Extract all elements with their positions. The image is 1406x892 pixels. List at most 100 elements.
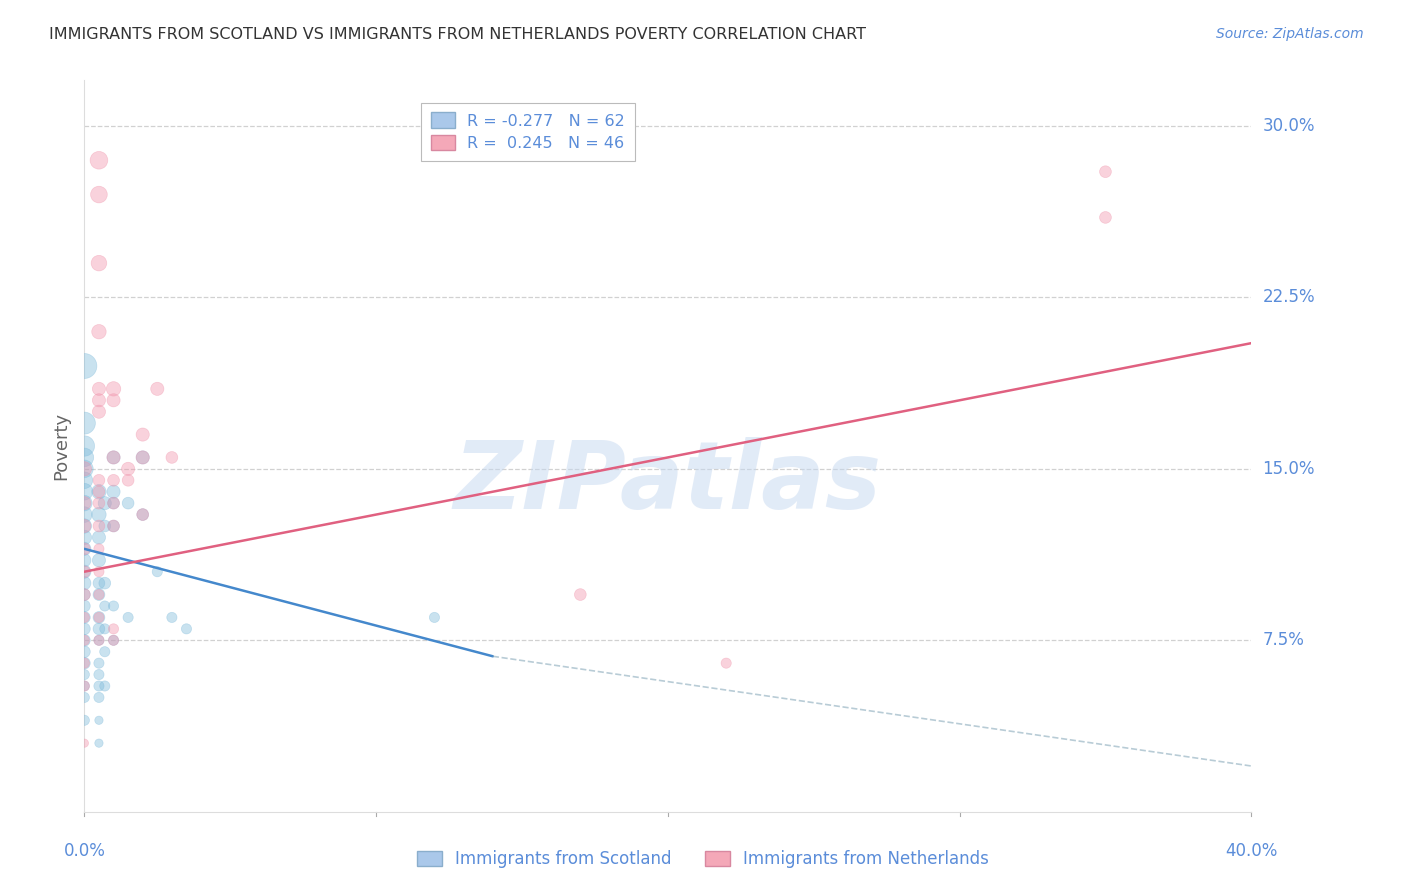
Point (73, 462, 96, 476)
Point (94, 496, 117, 510)
Point (117, 610, 139, 624)
Point (103, 496, 125, 510)
Point (132, 450, 155, 465)
Point (103, 519, 125, 533)
Text: IMMIGRANTS FROM SCOTLAND VS IMMIGRANTS FROM NETHERLANDS POVERTY CORRELATION CHAR: IMMIGRANTS FROM SCOTLAND VS IMMIGRANTS F… (49, 27, 866, 42)
Point (87, 405, 110, 419)
Point (73, 599, 96, 613)
Point (73, 645, 96, 659)
Point (87, 610, 110, 624)
Text: 40.0%: 40.0% (1225, 842, 1278, 860)
Point (160, 450, 183, 465)
Point (73, 667, 96, 681)
Point (73, 610, 96, 624)
Point (87, 588, 110, 602)
Point (73, 496, 96, 510)
Point (73, 656, 96, 670)
Point (73, 519, 96, 533)
Point (73, 622, 96, 636)
Point (73, 462, 96, 476)
Point (73, 610, 96, 624)
Point (117, 496, 139, 510)
Point (73, 679, 96, 693)
Point (73, 553, 96, 567)
Point (87, 484, 110, 499)
Point (1094, 211, 1116, 225)
Point (117, 473, 139, 487)
Point (73, 633, 96, 648)
Point (87, 622, 110, 636)
Point (73, 565, 96, 579)
Text: Source: ZipAtlas.com: Source: ZipAtlas.com (1216, 27, 1364, 41)
Point (87, 667, 110, 681)
Point (103, 496, 125, 510)
Point (714, 656, 737, 670)
Point (87, 393, 110, 408)
Point (87, 679, 110, 693)
Text: 15.0%: 15.0% (1263, 460, 1315, 478)
Point (87, 382, 110, 396)
Point (73, 565, 96, 579)
Point (103, 622, 125, 636)
Y-axis label: Poverty: Poverty (52, 412, 70, 480)
Point (73, 484, 96, 499)
Point (73, 519, 96, 533)
Point (103, 484, 125, 499)
Point (87, 714, 110, 728)
Point (146, 565, 169, 579)
Point (87, 473, 110, 487)
Point (73, 450, 96, 465)
Point (73, 679, 96, 693)
Point (103, 393, 125, 408)
Point (73, 439, 96, 453)
Text: 30.0%: 30.0% (1263, 117, 1315, 135)
Point (103, 633, 125, 648)
Point (132, 450, 155, 465)
Point (73, 416, 96, 430)
Point (87, 565, 110, 579)
Point (117, 462, 139, 476)
Point (87, 256, 110, 270)
Point (87, 690, 110, 705)
Point (73, 588, 96, 602)
Point (132, 508, 155, 522)
Legend: Immigrants from Scotland, Immigrants from Netherlands: Immigrants from Scotland, Immigrants fro… (411, 844, 995, 875)
Point (87, 519, 110, 533)
Point (94, 645, 117, 659)
Legend: R = -0.277   N = 62, R =  0.245   N = 46: R = -0.277 N = 62, R = 0.245 N = 46 (420, 103, 634, 161)
Point (87, 633, 110, 648)
Point (73, 690, 96, 705)
Point (132, 508, 155, 522)
Point (73, 656, 96, 670)
Point (73, 736, 96, 750)
Point (73, 633, 96, 648)
Point (103, 450, 125, 465)
Point (103, 382, 125, 396)
Point (132, 427, 155, 442)
Point (73, 541, 96, 556)
Point (87, 656, 110, 670)
Point (87, 484, 110, 499)
Point (569, 588, 592, 602)
Text: ZIPatlas: ZIPatlas (454, 436, 882, 529)
Point (1094, 164, 1116, 178)
Point (73, 496, 96, 510)
Point (87, 610, 110, 624)
Point (176, 622, 198, 636)
Point (103, 599, 125, 613)
Point (423, 610, 446, 624)
Point (87, 736, 110, 750)
Point (103, 519, 125, 533)
Point (87, 530, 110, 544)
Point (73, 473, 96, 487)
Point (87, 496, 110, 510)
Point (87, 633, 110, 648)
Point (87, 588, 110, 602)
Point (73, 588, 96, 602)
Point (87, 153, 110, 168)
Text: 22.5%: 22.5% (1263, 288, 1315, 307)
Point (87, 576, 110, 591)
Point (73, 359, 96, 373)
Point (87, 508, 110, 522)
Point (73, 541, 96, 556)
